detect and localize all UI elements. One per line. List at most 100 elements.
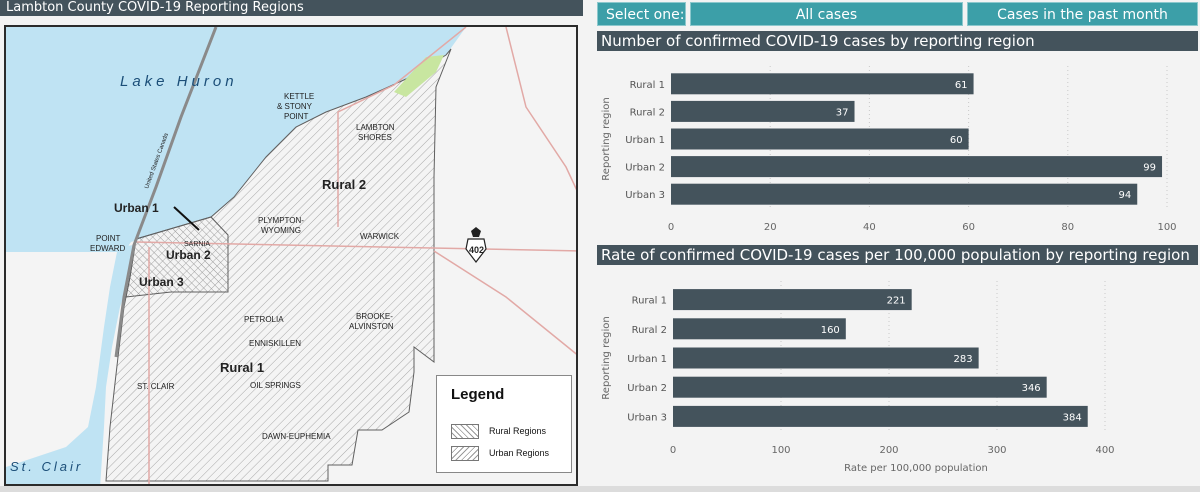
x-tick-label: 300 (987, 445, 1006, 456)
urban-regions (125, 216, 229, 298)
st-clair-label: St. Clair (10, 459, 83, 474)
highway-402-icon (465, 227, 487, 263)
brooke-alvinston-label-2: ALVINSTON (349, 322, 394, 331)
bar[interactable] (673, 289, 912, 311)
legend-rural-label: Rural Regions (489, 426, 547, 436)
x-tick-label: 0 (670, 445, 676, 456)
urban1-label: Urban 1 (114, 201, 159, 215)
category-label: Urban 1 (627, 354, 667, 365)
dawn-euphemia-label: DAWN-EUPHEMIA (262, 432, 331, 441)
rural-swatch (451, 424, 479, 439)
data-label: 221 (887, 296, 906, 307)
rate-chart-svg: 0 100 200 300 400 Rural 1 221 Rural 2 160 Urban 1… (601, 281, 1115, 474)
cases-chart-svg: 0 20 40 60 80 100 Rural 1 61 Rural 2 37 Urban 1 60 U… (601, 66, 1177, 233)
data-label: 160 (821, 325, 840, 336)
urban2-label: Urban 2 (166, 248, 211, 262)
international-border (114, 27, 218, 358)
x-tick-label: 60 (962, 222, 975, 233)
y-axis-label: Reporting region (601, 97, 612, 180)
x-tick-label: 400 (1095, 445, 1114, 456)
category-label: Rural 2 (630, 107, 665, 118)
road-east (433, 250, 576, 355)
y-axis-label: Reporting region (601, 316, 612, 399)
bar[interactable] (671, 128, 969, 150)
oil-springs-label: OIL SPRINGS (250, 381, 301, 390)
lambton-shores-label-1: LAMBTON (356, 123, 395, 132)
data-label: 283 (954, 354, 973, 365)
brooke-alvinston-label-1: BROOKE- (356, 312, 393, 321)
urban-swatch (451, 446, 479, 461)
kettle-stony-point-label-2: & STONY (277, 102, 313, 111)
map-panel: Lake Huron United States Canada KETTLE &… (4, 25, 578, 486)
map-title: Lambton County COVID-19 Reporting Region… (0, 0, 583, 16)
road-ne (337, 27, 467, 227)
data-label: 60 (950, 135, 963, 146)
kettle-stony-point-label-3: POINT (284, 112, 309, 121)
x-tick-label: 40 (863, 222, 876, 233)
cases-chart: 0 20 40 60 80 100 Rural 1 61 Rural 2 37 Urban 1 60 U… (597, 56, 1198, 236)
bar[interactable] (671, 183, 1138, 205)
kettle-stony-point-label-1: KETTLE (284, 92, 314, 101)
point-edward-label-2: EDWARD (90, 244, 125, 253)
urban1-pointer (173, 206, 200, 231)
bar[interactable] (671, 73, 974, 95)
x-tick-label: 200 (879, 445, 898, 456)
sarnia-label: SARNIA (184, 241, 210, 248)
highway-402-label: 402 (469, 245, 484, 255)
rural1-label: Rural 1 (220, 360, 264, 375)
category-label: Urban 2 (627, 383, 667, 394)
bar[interactable] (673, 347, 979, 369)
map-legend: Legend Rural Regions Urban Regions (436, 375, 572, 473)
legend-title: Legend (451, 386, 505, 403)
data-label: 94 (1119, 190, 1132, 201)
data-label: 384 (1063, 412, 1082, 423)
petrolia-label: PETROLIA (244, 315, 284, 324)
bar[interactable] (673, 405, 1088, 427)
x-tick-label: 100 (771, 445, 790, 456)
bar[interactable] (673, 376, 1047, 398)
x-tick-label: 100 (1157, 222, 1176, 233)
provincial-park (394, 55, 444, 97)
legend-item-rural: Rural Regions (451, 424, 569, 440)
lake-huron-water (6, 27, 466, 252)
data-label: 61 (955, 80, 968, 91)
region-map: Lake Huron United States Canada KETTLE &… (6, 27, 576, 484)
category-label: Urban 2 (625, 163, 665, 174)
data-label: 99 (1143, 163, 1156, 174)
category-label: Rural 2 (632, 325, 667, 336)
category-label: Rural 1 (632, 296, 667, 307)
option-past-month-button[interactable]: Cases in the past month (967, 2, 1198, 26)
bar[interactable] (673, 318, 846, 340)
st-clair-township-label: ST. CLAIR (137, 382, 175, 391)
category-label: Urban 1 (625, 135, 665, 146)
rate-chart-title: Rate of confirmed COVID-19 cases per 100… (597, 245, 1198, 265)
cases-chart-title: Number of confirmed COVID-19 cases by re… (597, 31, 1198, 51)
x-tick-label: 20 (764, 222, 777, 233)
road-402 (135, 241, 576, 252)
legend-urban-label: Urban Regions (489, 448, 550, 458)
bar[interactable] (671, 156, 1163, 178)
x-tick-label: 80 (1061, 222, 1074, 233)
rural-regions (105, 48, 452, 482)
selector-label: Select one: (597, 2, 686, 26)
road-northeast-2 (505, 27, 576, 191)
data-label: 37 (836, 107, 849, 118)
st-clair-river (6, 245, 134, 484)
x-tick-label: 0 (668, 222, 674, 233)
category-label: Rural 1 (630, 80, 665, 91)
warwick-label: WARWICK (360, 232, 400, 241)
bar[interactable] (671, 100, 855, 122)
x-axis-label: Rate per 100,000 population (844, 463, 988, 474)
plympton-wyoming-label-2: WYOMING (261, 226, 301, 235)
bottom-strip (0, 486, 1200, 492)
point-edward-label-1: POINT (96, 234, 121, 243)
category-label: Urban 3 (627, 412, 667, 423)
rate-chart: 0 100 200 300 400 Rural 1 221 Rural 2 160 Urban 1… (597, 270, 1198, 480)
enniskillen-label: ENNISKILLEN (249, 339, 301, 348)
urban3-label: Urban 3 (139, 275, 184, 289)
plympton-wyoming-label-1: PLYMPTON- (258, 216, 304, 225)
lake-huron-label: Lake Huron (120, 73, 238, 90)
data-label: 346 (1022, 383, 1041, 394)
rural2-label: Rural 2 (322, 177, 366, 192)
option-all-cases-button[interactable]: All cases (690, 2, 963, 26)
